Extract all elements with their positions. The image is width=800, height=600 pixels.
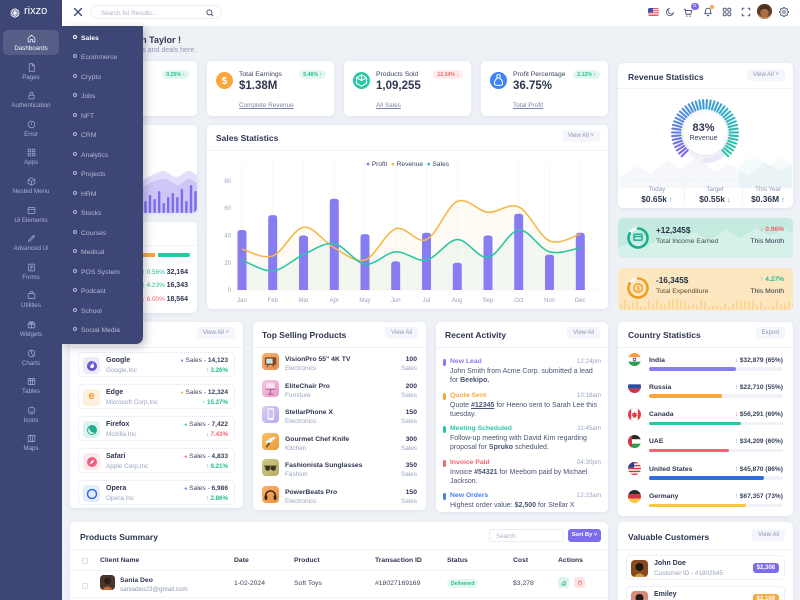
svg-text:Jun: Jun (391, 298, 401, 304)
svg-text:Aug: Aug (452, 298, 463, 304)
svg-text:Jul: Jul (423, 298, 431, 304)
svg-text:$: $ (636, 285, 640, 292)
svg-text:20: 20 (224, 261, 231, 267)
svg-text:Apr: Apr (330, 298, 339, 304)
svg-text:Sep: Sep (483, 298, 494, 304)
svg-text:Jan: Jan (237, 298, 247, 304)
svg-text:Nov: Nov (544, 298, 555, 304)
svg-text:80: 80 (224, 179, 231, 185)
svg-text:60: 60 (224, 206, 231, 212)
svg-text:Oct: Oct (514, 298, 524, 304)
svg-text:May: May (359, 298, 370, 304)
svg-text:40: 40 (224, 234, 231, 240)
svg-text:$: $ (222, 76, 228, 87)
svg-text:Dec: Dec (575, 298, 586, 304)
svg-text:0: 0 (228, 288, 232, 294)
svg-text:Mar: Mar (298, 298, 308, 304)
svg-text:Feb: Feb (268, 298, 279, 304)
